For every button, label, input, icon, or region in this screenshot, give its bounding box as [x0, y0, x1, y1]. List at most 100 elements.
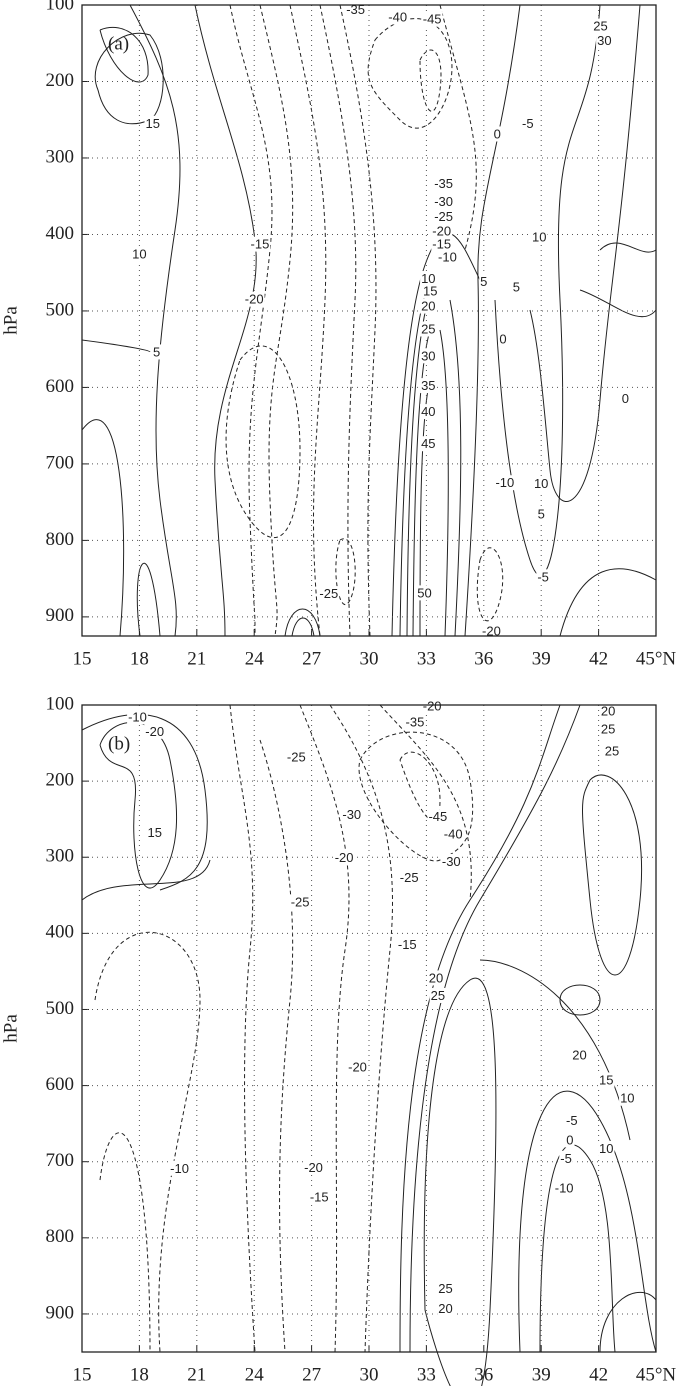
plot-frame — [81, 704, 657, 1353]
contour-label-bg — [479, 274, 489, 290]
contour-label: 45 — [421, 436, 435, 451]
contour-label-bg — [592, 18, 609, 34]
y-tick-label: 300 — [46, 846, 75, 867]
contour-label: -10 — [555, 1181, 574, 1196]
contour-label: -15 — [251, 237, 270, 252]
contour-label: 10 — [532, 230, 546, 245]
y-axis-title: hPa — [0, 1014, 21, 1043]
contour-label-bg — [152, 344, 162, 360]
contour-label-bg — [433, 209, 455, 225]
contour-label-bg — [420, 378, 437, 394]
contour-label-bg — [420, 404, 437, 420]
contour-label: -25 — [291, 894, 310, 909]
contour-line — [259, 4, 294, 637]
contour-line — [399, 704, 561, 1353]
contour-label-bg — [420, 348, 437, 364]
contour-label: -20 — [245, 292, 264, 307]
contour-label-bg — [398, 869, 420, 885]
contour-label-bg — [536, 506, 546, 522]
contour-line — [409, 704, 581, 1353]
contour-label-bg — [599, 721, 617, 737]
contour-line — [129, 4, 181, 637]
contour-label: -10 — [170, 1161, 189, 1176]
contour-label-bg — [565, 1112, 579, 1128]
contour-line — [339, 4, 377, 637]
contour-label-bg — [559, 1150, 573, 1166]
contour-label: -5 — [566, 1113, 578, 1128]
contour-label: 25 — [601, 722, 615, 737]
contour-label-bg — [243, 291, 265, 307]
contour-line — [329, 704, 393, 1353]
contour-label-bg — [536, 569, 550, 585]
contour-line — [229, 4, 273, 637]
y-tick-label: 100 — [46, 0, 75, 14]
contour-line — [299, 704, 350, 1353]
contour-label-bg — [285, 749, 307, 765]
contour-line — [559, 984, 601, 1016]
contour-label: 30 — [421, 348, 435, 363]
contour-label-bg — [437, 1281, 454, 1297]
contour-label: -20 — [335, 850, 354, 865]
contour-label-bg — [498, 331, 508, 347]
y-tick-label: 900 — [46, 1302, 75, 1323]
contour-label-bg — [318, 586, 340, 602]
contour-label-bg — [437, 1300, 454, 1316]
contour-label: -5 — [560, 1151, 572, 1166]
contour-line — [81, 859, 211, 901]
contour-label: 40 — [421, 404, 435, 419]
contour-line — [439, 4, 477, 251]
contour-label: -25 — [287, 750, 306, 765]
y-tick-label: 500 — [46, 299, 75, 320]
contour-label-bg — [620, 391, 631, 407]
contour-label: -25 — [319, 586, 338, 601]
contour-line — [259, 739, 294, 1353]
contour-label: -20 — [432, 224, 451, 239]
contour-line — [518, 1090, 657, 1353]
contour-label: 10 — [421, 271, 435, 286]
contour-label: 5 — [513, 279, 520, 294]
contour-label-bg — [396, 936, 418, 952]
contour-label: -15 — [398, 937, 417, 952]
contour-label: -25 — [434, 209, 453, 224]
contour-line — [81, 419, 125, 637]
contour-label-bg — [404, 714, 426, 730]
contour-label-bg — [598, 1072, 615, 1088]
contour-line — [81, 713, 208, 891]
contour-label: 0 — [499, 331, 506, 346]
contour-label-bg — [603, 743, 621, 759]
contour-line — [99, 1132, 151, 1353]
contour-label: -5 — [537, 569, 549, 584]
x-tick-label: 45°N — [636, 648, 677, 669]
contour-label-bg — [442, 826, 464, 842]
contour-label-bg — [431, 236, 453, 252]
contour-label-bg — [431, 223, 453, 239]
contour-line — [225, 345, 301, 539]
contour-line — [539, 1144, 616, 1353]
y-tick-label: 700 — [46, 1150, 75, 1171]
contour-label: -15 — [310, 1190, 329, 1205]
contour-label: 35 — [421, 378, 435, 393]
contour-label: -40 — [388, 9, 407, 24]
contour-label: -35 — [406, 715, 425, 730]
contour-label: 0 — [622, 391, 629, 406]
contour-line — [335, 538, 356, 606]
contour-label: -10 — [438, 250, 457, 265]
contour-label-bg — [427, 970, 445, 986]
contour-label: 20 — [438, 1301, 452, 1316]
x-tick-label: 33 — [417, 1364, 436, 1385]
x-tick-label: 18 — [130, 648, 149, 669]
contour-line — [476, 547, 504, 622]
contour-label: -20 — [348, 1060, 367, 1075]
contour-label-bg — [127, 709, 148, 725]
contours-a — [81, 4, 657, 637]
contour-label: -35 — [346, 2, 365, 17]
y-tick-label: 600 — [46, 376, 75, 397]
y-tick-label: 200 — [46, 70, 75, 91]
contour-label-bg — [433, 176, 455, 192]
contour-line — [367, 18, 453, 129]
panel-label: (a) — [108, 33, 129, 54]
contour-label: -20 — [482, 624, 501, 639]
contour-label: 0 — [494, 126, 501, 141]
contour-line — [479, 959, 631, 1141]
